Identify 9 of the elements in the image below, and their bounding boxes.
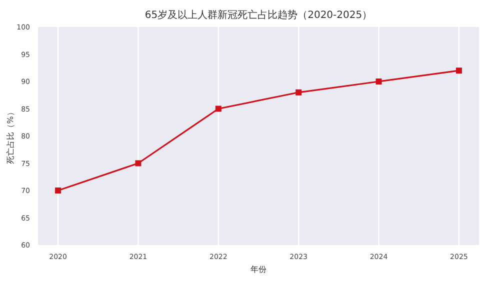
x-axis-title: 年份 xyxy=(250,265,266,274)
point xyxy=(376,78,382,84)
y-axis-title: 死亡占比（%） xyxy=(6,108,15,164)
chart-title: 65岁及以上人群新冠死亡占比趋势（2020-2025） xyxy=(144,9,372,21)
point xyxy=(55,188,62,194)
point xyxy=(135,160,142,166)
point xyxy=(215,106,222,112)
point xyxy=(296,89,302,96)
point xyxy=(456,68,462,74)
